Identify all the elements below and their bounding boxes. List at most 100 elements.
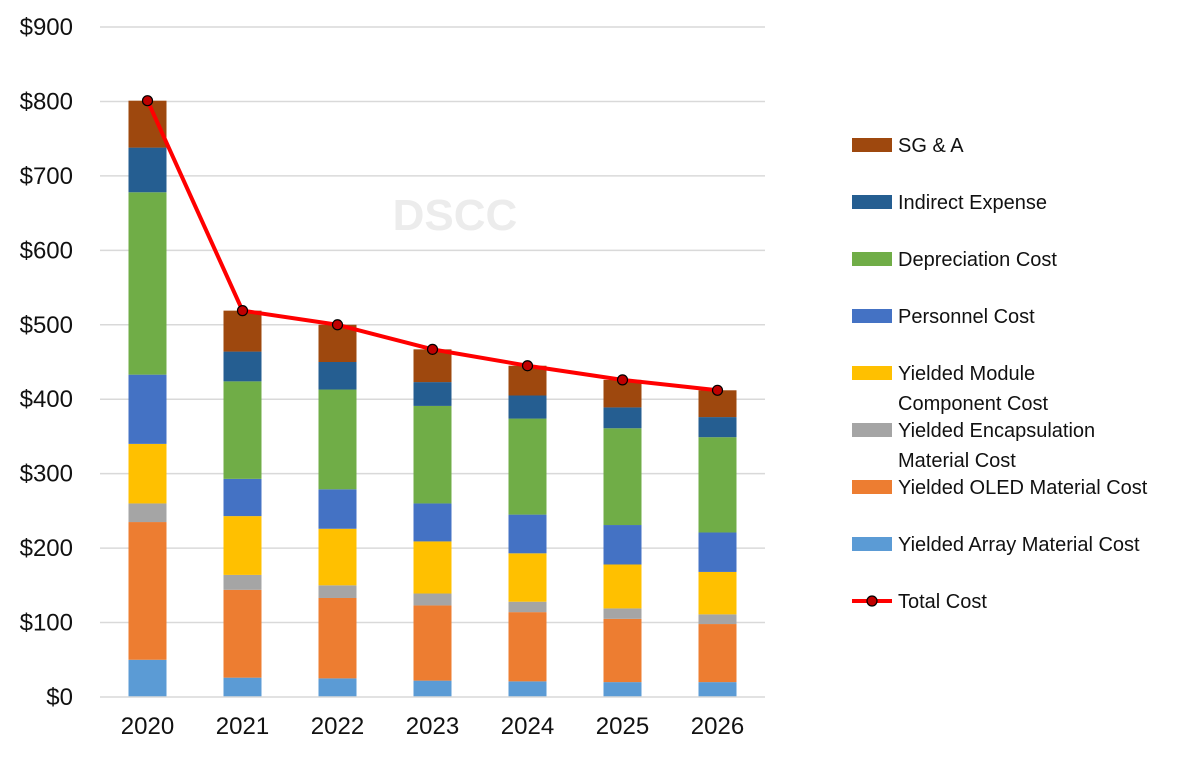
total-cost-point: [141, 95, 154, 107]
legend-swatch: [852, 480, 892, 494]
bar-segment: [318, 678, 357, 697]
axes: $0 $100 $200 $300 $400 $500 $600 $700 $800 $900 20…: [20, 14, 765, 740]
bar-segment: [603, 407, 642, 429]
bar-segment: [698, 532, 737, 572]
bar-segment: [128, 503, 167, 523]
bar-segment: [413, 405, 452, 504]
bar-segment: [413, 605, 452, 681]
total-cost-point: [236, 305, 249, 317]
bar-segment: [223, 589, 262, 678]
y-tick-label: $0: [46, 684, 73, 711]
y-tick-label: $800: [20, 88, 73, 115]
bar-segment: [223, 478, 262, 517]
bar-segment: [128, 192, 167, 375]
total-cost-point: [331, 319, 344, 331]
bar-segment: [698, 437, 737, 533]
bar-segment: [508, 601, 547, 613]
legend: SG & A Indirect Expense Depreciation Cost P…: [852, 135, 1148, 613]
legend-swatch: [852, 309, 892, 323]
bar-segment: [698, 417, 737, 438]
legend-label: Yielded OLED Material Cost: [898, 477, 1148, 499]
bar-segment: [603, 618, 642, 683]
x-tick-label: 2026: [691, 713, 744, 740]
bar-segment: [698, 614, 737, 625]
x-tick-label: 2023: [406, 713, 459, 740]
legend-swatch: [852, 138, 892, 152]
total-cost-line: [141, 95, 724, 396]
bar-segment: [223, 677, 262, 697]
bar-segment: [413, 382, 452, 406]
legend-swatch: [852, 252, 892, 266]
bar-segment: [128, 443, 167, 504]
x-tick-label: 2024: [501, 713, 554, 740]
bar-segment: [318, 489, 357, 529]
bar-segment: [413, 593, 452, 606]
bar-segment: [698, 624, 737, 683]
bar-segment: [223, 310, 262, 352]
bar-segment: [508, 553, 547, 602]
bar-segment: [223, 351, 262, 382]
x-tick-label: 2020: [121, 713, 174, 740]
legend-label: Personnel Cost: [898, 306, 1035, 328]
total-cost-point: [521, 360, 534, 372]
legend-label: Indirect Expense: [898, 192, 1047, 214]
legend-swatch: [852, 195, 892, 209]
bar-segment: [413, 680, 452, 697]
bar-segment: [318, 324, 357, 362]
x-tick-label: 2022: [311, 713, 364, 740]
bar-segment: [698, 571, 737, 615]
bar-segment: [698, 682, 737, 697]
bar-segment: [318, 597, 357, 679]
legend-swatch: [852, 537, 892, 551]
bar-segment: [128, 374, 167, 444]
bar-segment: [603, 525, 642, 565]
bar-segment: [318, 389, 357, 490]
bar-segment: [223, 574, 262, 590]
legend-swatch: [852, 366, 892, 380]
bar-segment: [318, 585, 357, 598]
y-tick-label: $300: [20, 461, 73, 488]
legend-swatch: [852, 423, 892, 437]
bar-segment: [508, 395, 547, 419]
legend-label: Yielded Array Material Cost: [898, 534, 1140, 556]
bar-segment: [413, 503, 452, 542]
y-tick-label: $400: [20, 386, 73, 413]
bar-segment: [128, 147, 167, 193]
legend-label: SG & A: [898, 135, 964, 157]
bar-segment: [508, 612, 547, 682]
gridlines: [100, 26, 765, 624]
bar-segment: [318, 362, 357, 390]
bar-segment: [223, 381, 262, 479]
bar-segment: [318, 528, 357, 586]
y-tick-label: $500: [20, 312, 73, 339]
bar-segment: [508, 681, 547, 697]
bar-segment: [128, 659, 167, 697]
bar-segment: [603, 682, 642, 697]
bar-segment: [508, 418, 547, 515]
watermark: DSCC: [393, 191, 518, 240]
bar-segment: [413, 541, 452, 594]
bar-segment: [603, 608, 642, 619]
bar-segment: [128, 100, 167, 148]
legend-label: Total Cost: [898, 591, 987, 613]
legend-label: Yielded Encapsulation Material Cost: [898, 420, 1095, 472]
y-tick-label: $900: [20, 14, 73, 41]
total-cost-point: [711, 384, 724, 396]
bar-segment: [603, 564, 642, 609]
total-cost-point: [426, 343, 439, 355]
bar-segment: [508, 514, 547, 554]
x-tick-label: 2025: [596, 713, 649, 740]
legend-label: Yielded Module Component Cost: [898, 363, 1049, 415]
y-tick-label: $600: [20, 237, 73, 264]
y-tick-label: $100: [20, 610, 73, 637]
x-tick-label: 2021: [216, 713, 269, 740]
y-tick-label: $200: [20, 535, 73, 562]
bar-segment: [128, 522, 167, 660]
legend-label: Depreciation Cost: [898, 249, 1057, 271]
bar-segment: [603, 428, 642, 526]
bars: [128, 100, 737, 697]
bar-segment: [223, 516, 262, 575]
legend-marker: [866, 595, 878, 607]
